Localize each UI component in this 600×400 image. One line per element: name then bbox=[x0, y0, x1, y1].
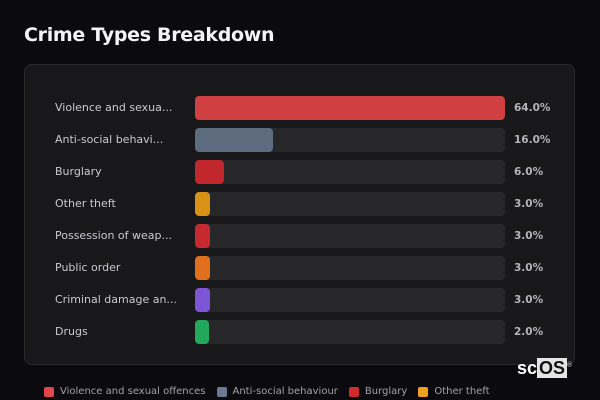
legend-swatch-icon bbox=[216, 386, 227, 397]
legend-item[interactable]: Other theft bbox=[418, 386, 490, 397]
legend-swatch-icon bbox=[44, 386, 54, 397]
bar-row: Violence and sexua... 64.0% bbox=[25, 96, 574, 120]
bar-row: Anti-social behavi... 16.0% bbox=[25, 128, 574, 152]
bar-value: 3.0% bbox=[514, 230, 544, 242]
bar-value: 64.0% bbox=[514, 102, 551, 114]
legend-label: Other theft bbox=[434, 386, 490, 397]
bar-row: Possession of weap... 3.0% bbox=[25, 224, 574, 248]
bar-track bbox=[195, 288, 505, 312]
bar-row: Public order 3.0% bbox=[25, 256, 574, 280]
legend-item[interactable]: Violence and sexual offences bbox=[44, 386, 206, 397]
bar-track bbox=[195, 128, 505, 152]
bar-value: 16.0% bbox=[514, 134, 551, 146]
bar-value: 6.0% bbox=[514, 166, 544, 178]
bar-label: Violence and sexua... bbox=[55, 101, 173, 114]
logo-os: OS bbox=[537, 358, 568, 378]
bar-label: Other theft bbox=[55, 197, 116, 210]
bar-fill[interactable] bbox=[195, 256, 210, 280]
bar-track bbox=[195, 320, 505, 344]
bar-track bbox=[195, 256, 505, 280]
legend-swatch-icon bbox=[348, 386, 359, 397]
legend-item[interactable]: Anti-social behaviour bbox=[216, 386, 338, 397]
legend-label: Violence and sexual offences bbox=[60, 386, 206, 397]
bar-track bbox=[195, 96, 505, 120]
bar-row: Criminal damage an... 3.0% bbox=[25, 288, 574, 312]
bar-label: Drugs bbox=[55, 325, 88, 338]
bar-label: Possession of weap... bbox=[55, 229, 172, 242]
bar-track bbox=[195, 224, 505, 248]
bar-row: Drugs 2.0% bbox=[25, 320, 574, 344]
bar-fill[interactable] bbox=[195, 96, 505, 120]
bar-fill[interactable] bbox=[195, 192, 210, 216]
bar-row: Burglary 6.0% bbox=[25, 160, 574, 184]
scos-logo: sc OS ® bbox=[517, 358, 572, 379]
bar-label: Burglary bbox=[55, 165, 102, 178]
legend-item[interactable]: Burglary bbox=[348, 386, 408, 397]
logo-sc: sc bbox=[517, 358, 538, 378]
chart-card: Violence and sexua... 64.0% Anti-social be… bbox=[24, 64, 575, 365]
bar-row: Other theft 3.0% bbox=[25, 192, 574, 216]
bar-label: Anti-social behavi... bbox=[55, 133, 164, 146]
legend-label: Burglary bbox=[364, 386, 408, 397]
bar-value: 2.0% bbox=[514, 326, 544, 338]
bar-value: 3.0% bbox=[514, 262, 544, 274]
legend-label: Anti-social behaviour bbox=[232, 386, 338, 397]
bar-value: 3.0% bbox=[514, 294, 544, 306]
legend-swatch-icon bbox=[418, 386, 429, 397]
bar-track bbox=[195, 192, 505, 216]
bar-value: 3.0% bbox=[514, 198, 544, 210]
bar-label: Criminal damage an... bbox=[55, 293, 177, 306]
logo-registered-mark: ® bbox=[567, 362, 573, 369]
bar-fill[interactable] bbox=[195, 320, 209, 344]
bar-track bbox=[195, 160, 505, 184]
bar-fill[interactable] bbox=[195, 288, 210, 312]
bar-fill[interactable] bbox=[195, 160, 225, 184]
bar-fill[interactable] bbox=[195, 224, 210, 248]
chart-title: Crime Types Breakdown bbox=[24, 24, 275, 46]
bar-fill[interactable] bbox=[195, 128, 273, 152]
bar-label: Public order bbox=[55, 261, 121, 274]
legend: Violence and sexual offences Anti-social … bbox=[44, 386, 490, 397]
